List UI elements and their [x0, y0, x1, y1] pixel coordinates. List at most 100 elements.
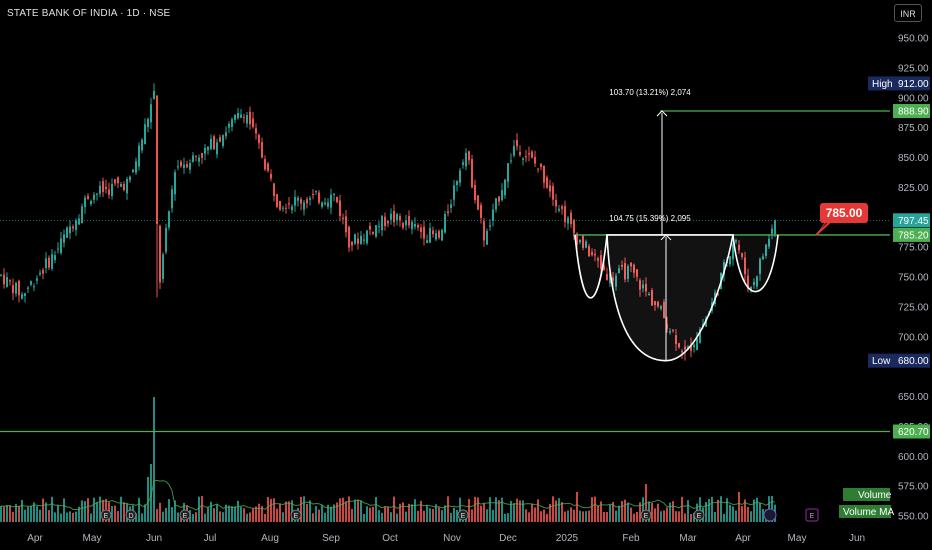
- candle-body: [201, 152, 203, 158]
- candle-body: [282, 207, 284, 209]
- candle-body: [459, 170, 461, 183]
- volume-bar: [318, 509, 320, 522]
- volume-bar: [546, 513, 548, 522]
- volume-bar: [753, 499, 755, 522]
- candle-body: [771, 228, 773, 234]
- volume-bar: [513, 503, 515, 522]
- volume-bar: [762, 509, 764, 522]
- candle-body: [276, 194, 278, 207]
- volume-bar: [387, 506, 389, 522]
- volume-bar: [252, 508, 254, 522]
- volume-bar: [210, 501, 212, 522]
- volume-bar: [21, 500, 23, 522]
- level-tag-bg: [893, 424, 930, 439]
- candle-body: [774, 220, 776, 234]
- candle-body: [411, 221, 413, 230]
- candle-body: [225, 132, 227, 137]
- candle-body: [588, 246, 590, 257]
- volume-bar: [450, 512, 452, 522]
- volume-bar: [432, 508, 434, 522]
- volume-bar: [360, 500, 362, 522]
- volume-bar: [447, 496, 449, 522]
- candle-body: [498, 196, 500, 202]
- candle-body: [609, 273, 611, 284]
- candle-body: [102, 181, 104, 192]
- volume-bar: [336, 502, 338, 522]
- candle-body: [636, 269, 638, 277]
- candle-body: [738, 244, 740, 251]
- candle-body: [387, 221, 389, 224]
- candle-body: [147, 119, 149, 127]
- candle-body: [171, 189, 173, 209]
- candle-body: [126, 178, 128, 194]
- volume-bar: [486, 509, 488, 522]
- volume-bar: [348, 496, 350, 522]
- candle-body: [510, 160, 512, 162]
- volume-bar: [300, 496, 302, 522]
- volume-bars: [0, 397, 776, 522]
- volume-bar: [441, 510, 443, 522]
- candle-body: [285, 207, 287, 209]
- x-tick-label: Jun: [849, 533, 865, 544]
- y-tick-label: 725.00: [898, 302, 929, 313]
- depth-measure-arrow: [660, 234, 672, 241]
- candle-body: [267, 163, 269, 171]
- volume-bar: [654, 508, 656, 522]
- volume-bar: [642, 497, 644, 522]
- candle-body: [549, 185, 551, 192]
- volume-bar: [669, 502, 671, 522]
- candle-body: [444, 213, 446, 233]
- volume-bar: [96, 502, 98, 522]
- volume-bar: [627, 502, 629, 522]
- candle-body: [615, 275, 617, 287]
- volume-bar: [552, 496, 554, 522]
- currency-button[interactable]: INR: [894, 4, 922, 22]
- volume-bar: [168, 499, 170, 522]
- candle-body: [645, 284, 647, 292]
- candle-body: [78, 218, 80, 225]
- volume-bar: [576, 492, 578, 522]
- candle-body: [501, 190, 503, 200]
- volume-bar: [732, 506, 734, 522]
- candle-body: [759, 258, 761, 274]
- volume-bar: [258, 503, 260, 522]
- candle-body: [678, 343, 680, 348]
- volume-bar: [147, 477, 149, 522]
- volume-bar: [558, 498, 560, 522]
- level-tag-label: High: [872, 79, 893, 90]
- candle-body: [447, 211, 449, 213]
- volume-bar: [402, 502, 404, 522]
- volume-bar: [48, 510, 50, 522]
- candle-body: [486, 231, 488, 245]
- candle-body: [693, 344, 695, 348]
- volume-bar: [678, 511, 680, 522]
- candle-body: [30, 281, 32, 285]
- depth-measure-label: 104.75 (15.39%) 2,095: [609, 214, 691, 223]
- y-tick-label: 750.00: [898, 273, 929, 284]
- candle-body: [429, 228, 431, 243]
- candle-body: [9, 280, 11, 282]
- earnings-flag-icon: [805, 508, 819, 522]
- volume-bar: [747, 507, 749, 522]
- volume-bar: [570, 507, 572, 522]
- volume-bar: [705, 501, 707, 522]
- level-tag-value: 888.90: [898, 107, 929, 118]
- candle-body: [42, 269, 44, 274]
- candle-body: [135, 161, 137, 173]
- volume-bar: [18, 505, 20, 522]
- volume-bar: [213, 508, 215, 522]
- target-measure-label: 103.70 (13.21%) 2,074: [609, 88, 691, 97]
- volume-bar: [114, 505, 116, 522]
- volume-bar: [342, 497, 344, 522]
- candle-body: [666, 323, 668, 330]
- candle-body: [474, 185, 476, 201]
- volume-bar: [597, 505, 599, 522]
- candle-body: [435, 233, 437, 240]
- volume-bar: [372, 506, 374, 522]
- volume-bar: [420, 500, 422, 522]
- candle-body: [465, 152, 467, 167]
- candle-body: [231, 119, 233, 127]
- candle-body: [390, 213, 392, 220]
- candle-body: [369, 225, 371, 230]
